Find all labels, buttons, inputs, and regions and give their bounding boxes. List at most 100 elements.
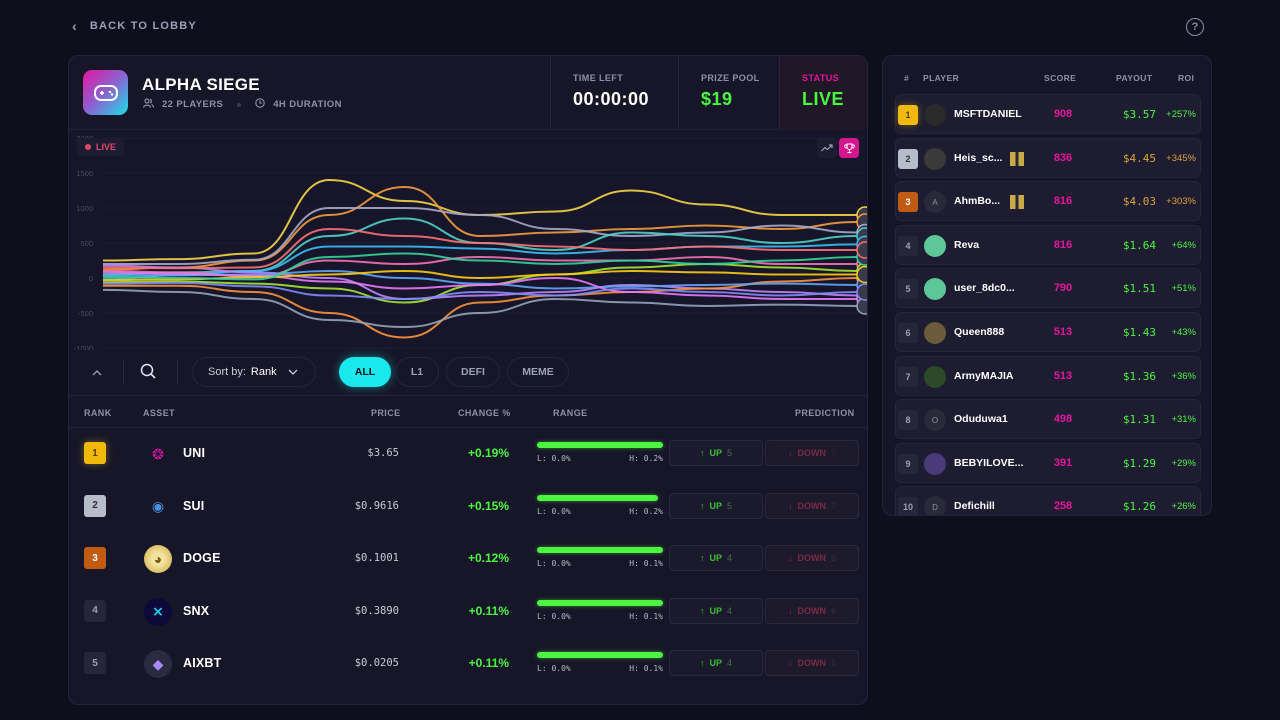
col-price: PRICE	[371, 408, 401, 418]
range-indicator: L: 0.0% H: 0.1%	[537, 599, 663, 621]
col-range: RANGE	[553, 408, 588, 418]
arrow-down-icon: ↓	[787, 448, 793, 458]
player-payout: $1.43	[1122, 326, 1156, 339]
predict-up-button[interactable]: ↑ UP 5	[669, 440, 763, 466]
arrow-up-icon: ↑	[699, 500, 705, 511]
predict-down-button[interactable]: ↓ DOWN 6	[765, 545, 859, 571]
live-badge: LIVE	[77, 138, 125, 156]
asset-row[interactable]: 3 ◕ DOGE $0.1001 +0.12% L: 0.0% H: 0.1% ↑…	[69, 533, 867, 585]
range-high: H: 0.1%	[629, 559, 663, 568]
help-icon[interactable]: ?	[1186, 18, 1204, 36]
collapse-chart-button[interactable]	[87, 363, 107, 383]
trophy-view-button[interactable]	[839, 138, 859, 158]
separator-dot	[237, 102, 242, 107]
down-count: 7	[830, 448, 836, 458]
leaderboard-row[interactable]: 7 ArmyMAJIA 513 $1.36 +36%	[895, 355, 1201, 396]
status-label: STATUS	[802, 73, 840, 83]
arrow-down-icon: ↓	[787, 658, 793, 668]
predict-down-button[interactable]: ↓ DOWN 1	[765, 650, 859, 676]
player-name: MSFTDANIEL	[954, 108, 1022, 120]
predict-up-button[interactable]: ↑ UP 5	[669, 492, 763, 519]
predict-down-button[interactable]: ↓ DOWN 6	[765, 597, 859, 624]
up-count: 4	[727, 553, 733, 563]
game-title: ALPHA SIEGE	[142, 75, 260, 94]
aixbt-icon: ◆	[144, 650, 172, 678]
sort-value: Rank	[250, 366, 277, 378]
predict-down-button[interactable]: ↓ DOWN 7	[765, 440, 859, 466]
predict-up-button[interactable]: ↑ UP 4	[669, 597, 763, 624]
range-bar	[537, 599, 663, 606]
arrow-down-icon: ↓	[787, 500, 793, 511]
predict-down-button[interactable]: ↓ DOWN 7	[765, 492, 859, 519]
lb-rank-badge: 5	[898, 279, 918, 300]
player-roi: +31%	[1171, 414, 1196, 426]
rank-badge: 5	[84, 652, 106, 674]
lb-rank-badge: 1	[898, 105, 918, 125]
game-header: ALPHA SIEGE 22 PLAYERS 4H DURATION TIME …	[69, 56, 867, 130]
avatar	[924, 322, 946, 344]
filter-meme[interactable]: MEME	[507, 357, 569, 387]
avatar: O	[924, 409, 946, 432]
player-score: 790	[1053, 282, 1073, 295]
search-button[interactable]	[139, 362, 161, 384]
filter-defi[interactable]: DEFI	[446, 357, 500, 387]
player-name: Heis_sc...	[954, 151, 1003, 164]
lb-col-payout: PAYOUT	[1116, 73, 1153, 83]
y-tick-label: 500	[80, 239, 93, 248]
leaderboard-row[interactable]: 1 MSFTDANIEL 908 $3.57 +257%	[895, 94, 1201, 134]
prize-pool-label: PRIZE POOL	[701, 73, 760, 83]
back-to-lobby-link[interactable]: ‹ BACK TO LOBBY	[72, 18, 197, 34]
back-label: BACK TO LOBBY	[89, 20, 197, 32]
predict-up-button[interactable]: ↑ UP 4	[669, 650, 763, 676]
leaderboard-row[interactable]: 5 user_8dc0... 790 $1.51 +51%	[895, 268, 1201, 309]
player-name: BEBYILOVE...	[954, 456, 1024, 469]
leaderboard-row[interactable]: 9 BEBYILOVE... 391 $1.29 +29%	[895, 442, 1201, 483]
leaderboard-row[interactable]: 4 Reva 816 $1.64 +64%	[895, 224, 1201, 265]
series-line-p14	[102, 252, 858, 281]
range-indicator: L: 0.0% H: 0.1%	[537, 547, 663, 568]
asset-name: SUI	[183, 498, 205, 513]
leaderboard-row[interactable]: 2 Heis_sc... 836 $4.45 +345%	[895, 137, 1201, 178]
up-label: UP	[709, 605, 722, 616]
nft-badge-icon	[1010, 151, 1024, 166]
time-left-value: 00:00:00	[573, 89, 650, 109]
asset-row[interactable]: 5 ◆ AIXBT $0.0205 +0.11% L: 0.0% H: 0.1% …	[69, 638, 867, 690]
asset-row[interactable]: 1 ❂ UNI $3.65 +0.19% L: 0.0% H: 0.2% ↑ UP…	[69, 428, 867, 480]
avatar: D	[924, 496, 946, 515]
asset-row[interactable]: 4 ⨯ SNX $0.3890 +0.11% L: 0.0% H: 0.1% ↑ …	[69, 586, 867, 638]
duration: 4H DURATION	[273, 99, 342, 110]
range-high: H: 0.2%	[629, 506, 663, 516]
player-name: Reva	[954, 238, 980, 251]
player-roi: +29%	[1171, 457, 1196, 469]
player-score: 816	[1053, 238, 1073, 251]
trophy-icon	[843, 142, 855, 153]
leaderboard-row[interactable]: 10 D Defichill 258 $1.26 +26%	[895, 486, 1201, 515]
leaderboard-row[interactable]: 3 A AhmBo... 816 $4.03 +303%	[895, 181, 1201, 222]
asset-change: +0.11%	[468, 656, 509, 670]
player-roi: +64%	[1171, 239, 1196, 251]
leaderboard-row[interactable]: 6 Queen888 513 $1.43 +43%	[895, 312, 1201, 352]
player-name: Queen888	[954, 326, 1005, 338]
asset-change: +0.19%	[467, 446, 509, 460]
asset-name: UNI	[183, 446, 206, 460]
filter-all[interactable]: ALL	[339, 357, 391, 387]
sort-dropdown[interactable]: Sort by: Rank	[192, 357, 316, 387]
arrow-up-icon: ↑	[699, 553, 705, 563]
time-left-label: TIME LEFT	[573, 73, 624, 83]
leaderboard-row[interactable]: 8 O Oduduwa1 498 $1.31 +31%	[895, 399, 1201, 440]
lb-col-roi: ROI	[1178, 73, 1195, 83]
series-line-p9	[103, 277, 858, 339]
filter-l1[interactable]: L1	[395, 357, 439, 387]
asset-toolbar: Sort by: Rank ALL L1 DEFI MEME	[69, 350, 867, 396]
predict-up-button[interactable]: ↑ UP 4	[669, 545, 763, 571]
asset-row[interactable]: 2 ◉ SUI $0.9616 +0.15% L: 0.0% H: 0.2% ↑ …	[69, 481, 867, 533]
series-line-p3	[103, 207, 858, 265]
players-count: 22 PLAYERS	[162, 99, 224, 110]
score-chart-svg: 2000150010005000-500-1000	[74, 134, 867, 353]
trend-chart-button[interactable]	[817, 138, 837, 158]
lb-rank-badge: 10	[898, 497, 918, 515]
asset-name: AIXBT	[183, 656, 222, 670]
avatar	[924, 452, 946, 475]
player-roi: +257%	[1166, 109, 1196, 120]
lb-col-score: SCORE	[1044, 73, 1077, 83]
